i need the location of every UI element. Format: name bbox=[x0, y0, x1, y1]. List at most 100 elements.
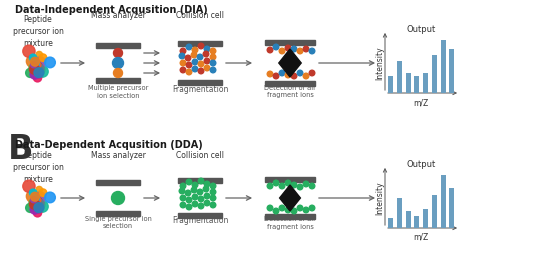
Bar bbox=[405, 73, 411, 93]
Text: Peptide
precursor ion
mixture: Peptide precursor ion mixture bbox=[13, 151, 63, 184]
Circle shape bbox=[35, 57, 46, 68]
Circle shape bbox=[291, 182, 297, 188]
Circle shape bbox=[273, 44, 279, 50]
Circle shape bbox=[34, 61, 43, 70]
Bar bbox=[432, 55, 437, 93]
Circle shape bbox=[186, 44, 192, 50]
Circle shape bbox=[279, 70, 285, 76]
Circle shape bbox=[34, 209, 42, 217]
Circle shape bbox=[210, 202, 216, 208]
Circle shape bbox=[204, 193, 210, 199]
Circle shape bbox=[267, 47, 273, 53]
Circle shape bbox=[33, 199, 45, 211]
Circle shape bbox=[198, 61, 204, 67]
Circle shape bbox=[285, 180, 291, 186]
Circle shape bbox=[309, 205, 315, 211]
Circle shape bbox=[34, 68, 44, 78]
Circle shape bbox=[31, 62, 42, 73]
Circle shape bbox=[34, 61, 41, 69]
Circle shape bbox=[29, 63, 41, 75]
Circle shape bbox=[36, 65, 44, 73]
Circle shape bbox=[34, 74, 42, 82]
Bar bbox=[178, 41, 222, 46]
Bar bbox=[414, 216, 420, 227]
Circle shape bbox=[26, 55, 39, 67]
Circle shape bbox=[210, 67, 216, 73]
Circle shape bbox=[273, 180, 279, 186]
Bar bbox=[449, 188, 454, 227]
Circle shape bbox=[192, 66, 198, 72]
Circle shape bbox=[112, 191, 124, 204]
Circle shape bbox=[26, 190, 39, 203]
Circle shape bbox=[36, 51, 42, 58]
Bar bbox=[265, 40, 315, 45]
Circle shape bbox=[203, 186, 209, 192]
Circle shape bbox=[32, 195, 40, 202]
Circle shape bbox=[39, 189, 47, 197]
Circle shape bbox=[267, 71, 273, 77]
Text: Fragmentation: Fragmentation bbox=[172, 85, 228, 94]
Bar bbox=[96, 43, 140, 48]
Bar bbox=[178, 178, 222, 183]
Bar bbox=[388, 76, 393, 93]
Text: Single precursor ion
selection: Single precursor ion selection bbox=[85, 216, 151, 230]
Circle shape bbox=[291, 73, 297, 79]
Circle shape bbox=[180, 202, 186, 208]
Circle shape bbox=[31, 197, 42, 209]
Circle shape bbox=[23, 180, 35, 192]
Bar bbox=[178, 80, 222, 85]
Circle shape bbox=[37, 201, 48, 212]
Circle shape bbox=[186, 62, 192, 68]
Circle shape bbox=[179, 53, 185, 59]
Circle shape bbox=[31, 57, 40, 66]
Circle shape bbox=[30, 205, 39, 214]
Bar bbox=[449, 49, 454, 93]
Bar bbox=[441, 175, 446, 227]
Circle shape bbox=[198, 68, 204, 74]
Circle shape bbox=[36, 200, 44, 207]
Circle shape bbox=[26, 203, 35, 212]
Circle shape bbox=[35, 192, 46, 203]
Text: Mass analyzer: Mass analyzer bbox=[91, 11, 145, 20]
Bar bbox=[96, 180, 140, 185]
Circle shape bbox=[34, 196, 43, 206]
Text: Output: Output bbox=[406, 160, 436, 169]
Circle shape bbox=[309, 183, 315, 189]
Circle shape bbox=[267, 205, 273, 211]
Bar bbox=[423, 73, 428, 93]
Text: m/Z: m/Z bbox=[414, 98, 428, 107]
Circle shape bbox=[303, 46, 309, 52]
Circle shape bbox=[29, 189, 37, 197]
Bar bbox=[441, 40, 446, 93]
Circle shape bbox=[204, 65, 210, 71]
Text: Collision cell: Collision cell bbox=[176, 151, 224, 160]
Circle shape bbox=[192, 194, 198, 200]
Bar bbox=[432, 195, 437, 227]
Bar bbox=[96, 211, 140, 216]
Circle shape bbox=[31, 193, 44, 206]
Circle shape bbox=[179, 188, 185, 194]
Bar bbox=[414, 76, 420, 93]
Text: m/Z: m/Z bbox=[414, 233, 428, 242]
Circle shape bbox=[192, 59, 198, 65]
Circle shape bbox=[279, 205, 285, 211]
Circle shape bbox=[273, 208, 279, 214]
Circle shape bbox=[113, 58, 124, 69]
Circle shape bbox=[45, 192, 56, 203]
Circle shape bbox=[197, 189, 203, 195]
Circle shape bbox=[185, 55, 191, 61]
Circle shape bbox=[309, 48, 315, 54]
Circle shape bbox=[29, 198, 41, 210]
Circle shape bbox=[113, 49, 123, 58]
Circle shape bbox=[297, 70, 303, 76]
Circle shape bbox=[186, 179, 192, 185]
Bar bbox=[423, 209, 428, 227]
Circle shape bbox=[26, 68, 35, 78]
Circle shape bbox=[186, 197, 192, 203]
Circle shape bbox=[180, 48, 186, 54]
Text: Collision cell: Collision cell bbox=[176, 11, 224, 20]
Circle shape bbox=[279, 48, 285, 54]
Circle shape bbox=[30, 70, 39, 79]
Circle shape bbox=[185, 190, 191, 196]
Circle shape bbox=[279, 183, 285, 189]
